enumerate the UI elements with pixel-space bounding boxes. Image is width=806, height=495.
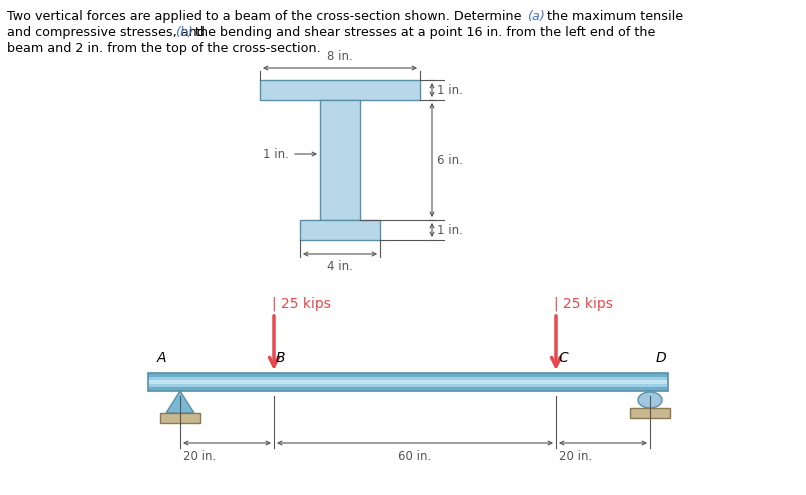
Bar (148, 373, 668, 391)
Text: 6 in.: 6 in. (437, 153, 463, 166)
Text: C: C (558, 351, 567, 365)
Bar (148, 384, 668, 388)
Bar (148, 380, 668, 384)
Text: B: B (276, 351, 285, 365)
Text: A: A (156, 351, 166, 365)
Text: | 25 kips: | 25 kips (272, 297, 331, 311)
Text: 4 in.: 4 in. (327, 260, 353, 273)
Text: 8 in.: 8 in. (327, 50, 353, 63)
Bar (300, 220, 380, 240)
Bar (160, 413, 200, 423)
Text: the maximum tensile: the maximum tensile (543, 10, 683, 23)
Bar (148, 377, 668, 380)
Text: Two vertical forces are applied to a beam of the cross-section shown. Determine: Two vertical forces are applied to a bea… (7, 10, 526, 23)
Text: 20 in.: 20 in. (559, 450, 592, 463)
Bar (260, 80, 420, 100)
Text: 20 in.: 20 in. (183, 450, 216, 463)
Bar (148, 388, 668, 391)
Text: (a): (a) (527, 10, 545, 23)
Text: 60 in.: 60 in. (398, 450, 432, 463)
Text: the bending and shear stresses at a point 16 in. from the left end of the: the bending and shear stresses at a poin… (191, 26, 655, 39)
Text: 1 in.: 1 in. (437, 84, 463, 97)
Text: D: D (656, 351, 667, 365)
Ellipse shape (638, 392, 662, 408)
Text: 1 in.: 1 in. (263, 148, 289, 160)
Text: beam and 2 in. from the top of the cross-section.: beam and 2 in. from the top of the cross… (7, 42, 321, 55)
Text: | 25 kips: | 25 kips (554, 297, 613, 311)
Text: 1 in.: 1 in. (437, 224, 463, 237)
Bar (148, 373, 668, 377)
Text: and compressive stresses, and: and compressive stresses, and (7, 26, 209, 39)
Bar (630, 408, 670, 418)
Text: (b): (b) (175, 26, 193, 39)
Bar (320, 100, 360, 220)
Polygon shape (166, 391, 194, 413)
